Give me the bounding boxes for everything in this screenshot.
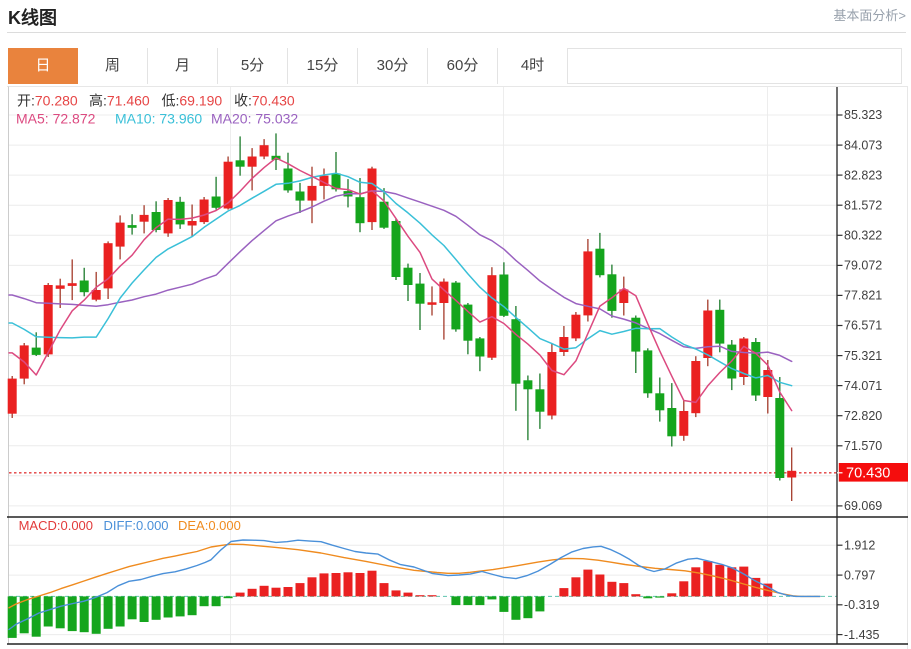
svg-text:85.323: 85.323 xyxy=(844,108,882,122)
svg-text:77.821: 77.821 xyxy=(844,289,882,303)
svg-text:MA20: 75.032: MA20: 75.032 xyxy=(211,111,298,127)
svg-text:84.073: 84.073 xyxy=(844,138,882,152)
svg-text:-0.319: -0.319 xyxy=(844,598,879,612)
svg-text:81.572: 81.572 xyxy=(844,198,882,212)
svg-text:MA5: 72.872: MA5: 72.872 xyxy=(16,111,96,127)
svg-text:-1.435: -1.435 xyxy=(844,628,879,642)
svg-text:0.797: 0.797 xyxy=(844,568,875,582)
svg-text:低:69.190: 低:69.190 xyxy=(162,93,223,109)
svg-text:70.430: 70.430 xyxy=(846,466,890,482)
svg-text:76.571: 76.571 xyxy=(844,319,882,333)
svg-text:收:70.430: 收:70.430 xyxy=(234,93,295,109)
svg-text:MACD:0.000: MACD:0.000 xyxy=(19,518,93,533)
svg-text:71.570: 71.570 xyxy=(844,439,882,453)
svg-text:69.069: 69.069 xyxy=(844,499,882,513)
svg-text:1.912: 1.912 xyxy=(844,538,875,552)
svg-text:DEA:0.000: DEA:0.000 xyxy=(178,518,241,533)
svg-text:82.823: 82.823 xyxy=(844,168,882,182)
svg-text:MA10: 73.960: MA10: 73.960 xyxy=(115,111,202,127)
svg-text:75.321: 75.321 xyxy=(844,349,882,363)
svg-text:79.072: 79.072 xyxy=(844,259,882,273)
svg-text:DIFF:0.000: DIFF:0.000 xyxy=(104,518,169,533)
svg-text:74.071: 74.071 xyxy=(844,379,882,393)
svg-text:72.820: 72.820 xyxy=(844,409,882,423)
svg-text:高:71.460: 高:71.460 xyxy=(89,93,150,109)
svg-text:开:70.280: 开:70.280 xyxy=(17,93,78,109)
svg-text:80.322: 80.322 xyxy=(844,229,882,243)
